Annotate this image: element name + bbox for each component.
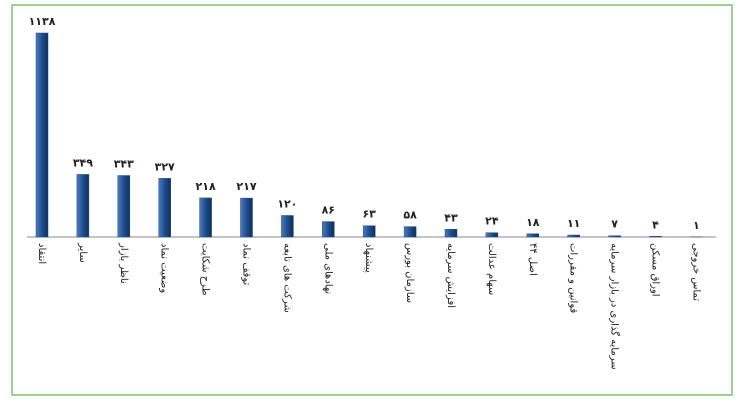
- bar: [567, 234, 580, 238]
- data-label: ۸۶: [322, 204, 335, 217]
- bar: [76, 174, 90, 238]
- data-label: ۲۱۸: [196, 180, 216, 193]
- frame: [11, 4, 733, 396]
- bar: [199, 197, 212, 238]
- bar: [158, 178, 171, 238]
- x-tick-label: قوانین و مقررات: [568, 243, 579, 313]
- bar: [322, 221, 335, 238]
- data-label: ۶۳: [362, 208, 376, 221]
- data-label: ۱۱۳۸: [29, 15, 56, 28]
- data-label: ۴۳: [444, 211, 458, 224]
- bar: [526, 233, 540, 238]
- x-tick-label: نهادهای ملی: [322, 243, 333, 294]
- bar: [117, 175, 131, 238]
- bar: [362, 225, 376, 238]
- bar: [649, 236, 662, 238]
- data-label: ۱: [693, 219, 700, 232]
- data-label: ۳۴۳: [114, 158, 134, 171]
- bar: [444, 229, 458, 238]
- bar: [608, 235, 621, 238]
- x-tick-label: اوراق مسکن: [650, 243, 661, 297]
- x-tick-label: انتقاد: [36, 243, 47, 264]
- data-label: ۳۲۷: [155, 160, 175, 173]
- data-label: ۴: [652, 218, 659, 231]
- bar: [281, 215, 294, 238]
- bar: [485, 232, 499, 238]
- data-label: ۳۴۹: [73, 156, 93, 169]
- x-tick-label: سهام عدالت: [486, 243, 497, 295]
- data-label: ۲۴: [485, 215, 499, 228]
- x-tick-label: افزایش سرمایه: [445, 243, 456, 308]
- data-label: ۱۲۰: [277, 197, 297, 210]
- x-tick-label: شرکت های تابعه: [281, 243, 292, 313]
- data-label: ۵۸: [403, 209, 417, 222]
- data-label: ۲۱۷: [236, 180, 256, 193]
- x-tick-label: سرمایه گذاری در بازار سرمایه: [609, 243, 621, 370]
- data-label: ۷: [611, 218, 618, 231]
- x-tick-label: تماس خروجی: [690, 243, 701, 301]
- x-tick-label: سایر: [77, 242, 88, 263]
- x-tick-label: ناظر بازار: [118, 242, 129, 284]
- x-tick-label: وضعیت نماد: [159, 243, 170, 293]
- bar: [403, 226, 417, 238]
- x-tick-label: پیشنهاد: [363, 243, 374, 273]
- data-label: ۱۱: [567, 217, 580, 230]
- x-tick-label: اصل ۴۴: [527, 243, 538, 276]
- x-tick-label: سازمان بورس: [404, 243, 415, 303]
- bar: [240, 197, 253, 238]
- x-tick-label: توقف نماد: [241, 243, 252, 286]
- x-tick-label: طرح شکایت: [200, 243, 211, 296]
- data-label: ۱۸: [526, 216, 540, 229]
- bar: [35, 32, 49, 238]
